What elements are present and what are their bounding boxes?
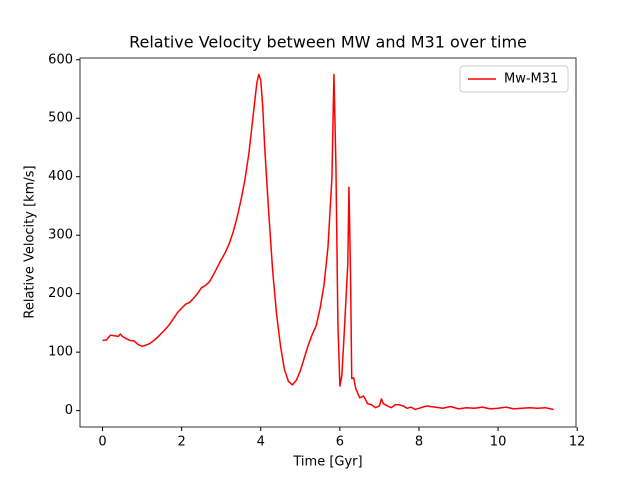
y-axis-label: Relative Velocity [km/s] [23, 165, 38, 318]
x-tick-label: 12 [569, 435, 586, 450]
x-tick-label: 8 [415, 435, 423, 450]
legend-label: Mw-M31 [504, 72, 558, 87]
y-tick-label: 500 [48, 111, 73, 126]
x-tick-label: 0 [98, 435, 106, 450]
legend-box [459, 65, 569, 93]
plot-frame [79, 57, 577, 428]
y-tick-label: 0 [65, 403, 73, 418]
y-tick-label: 100 [48, 345, 73, 360]
x-tick-label: 6 [336, 435, 344, 450]
y-tick-label: 300 [48, 228, 73, 243]
y-tick-label: 200 [48, 286, 73, 301]
x-tick-label: 4 [257, 435, 265, 450]
chart-title: Relative Velocity between MW and M31 ove… [129, 33, 527, 52]
x-tick-label: 10 [490, 435, 507, 450]
y-tick-label: 600 [48, 52, 73, 67]
data-line [102, 73, 554, 411]
x-tick-label: 2 [178, 435, 186, 450]
x-axis-label: Time [Gyr] [292, 455, 362, 470]
y-tick-label: 400 [48, 169, 73, 184]
